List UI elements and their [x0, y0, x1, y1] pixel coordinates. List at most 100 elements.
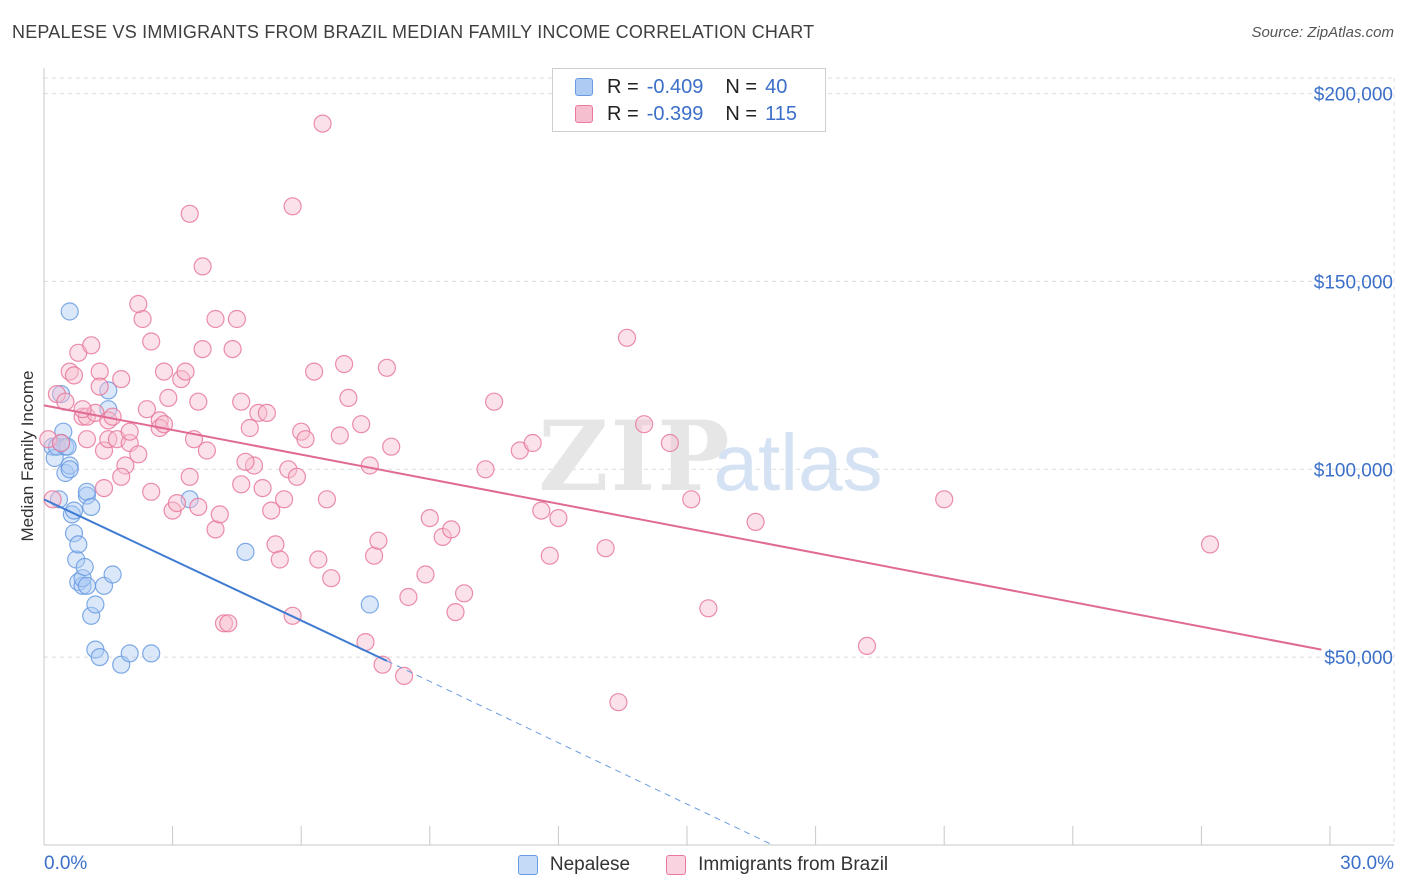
point-brazil — [232, 392, 251, 411]
point-brazil — [287, 467, 306, 486]
point-brazil — [94, 441, 114, 460]
watermark: ZIP atlas — [538, 400, 882, 513]
point-nepalese — [86, 595, 105, 614]
point-brazil — [236, 452, 255, 471]
point-brazil — [180, 204, 199, 223]
x-tick-label-max: 30.0% — [1340, 853, 1394, 874]
point-brazil — [77, 430, 97, 449]
point-brazil — [523, 433, 542, 453]
y-tick-label-50000: $50,000 — [1324, 648, 1393, 669]
point-brazil — [90, 377, 109, 396]
point-brazil — [485, 392, 504, 411]
point-brazil — [129, 294, 148, 314]
y-tick-label-150000: $150,000 — [1314, 272, 1393, 293]
point-brazil — [240, 418, 259, 438]
point-brazil — [330, 426, 349, 445]
point-brazil — [540, 546, 559, 565]
point-brazil — [116, 456, 135, 475]
legend-swatch-nepalese — [575, 78, 593, 96]
legend-key-nepalese — [517, 855, 538, 875]
x-tick-label-min: 0.0% — [44, 853, 87, 874]
point-nepalese — [77, 482, 97, 501]
point-brazil — [64, 366, 84, 385]
point-brazil — [420, 508, 439, 528]
point-brazil — [176, 362, 195, 381]
point-brazil — [609, 693, 628, 712]
point-brazil — [154, 362, 174, 381]
point-brazil — [335, 355, 354, 374]
data-points — [39, 114, 1220, 712]
legend-r-nepalese: -0.409 — [646, 75, 704, 98]
point-brazil — [82, 336, 101, 355]
point-nepalese — [90, 647, 109, 667]
point-brazil — [253, 479, 272, 498]
point-brazil — [112, 467, 131, 486]
point-brazil — [746, 512, 765, 532]
point-brazil — [227, 309, 246, 329]
point-brazil — [935, 490, 954, 509]
point-brazil — [262, 501, 281, 520]
point-brazil — [313, 114, 332, 133]
point-brazil — [305, 362, 324, 381]
y-tick-labels: $50,000 $100,000 $150,000 $200,000 — [1314, 85, 1393, 670]
chart-title: NEPALESE VS IMMIGRANTS FROM BRAZIL MEDIA… — [12, 22, 815, 42]
point-brazil — [1200, 535, 1220, 554]
point-brazil — [189, 392, 208, 411]
point-brazil — [266, 535, 285, 554]
legend-item-nepalese[interactable]: Nepalese — [517, 854, 630, 876]
point-brazil — [339, 388, 358, 407]
trend-lines — [43, 404, 1322, 846]
point-brazil — [296, 430, 315, 449]
watermark-zip: ZIP — [538, 400, 731, 513]
point-brazil — [159, 388, 178, 407]
point-nepalese — [69, 535, 88, 554]
point-brazil — [596, 539, 615, 558]
point-brazil — [377, 358, 396, 377]
legend-item-brazil[interactable]: Immigrants from Brazil — [666, 854, 888, 876]
point-brazil — [90, 362, 109, 381]
point-brazil — [142, 332, 161, 351]
point-brazil — [395, 666, 414, 686]
point-nepalese — [120, 644, 139, 663]
point-nepalese — [82, 497, 101, 516]
point-brazil — [206, 520, 225, 539]
source-credit: Source: ZipAtlas.com — [1251, 24, 1394, 41]
point-brazil — [206, 309, 225, 329]
point-nepalese — [236, 542, 255, 562]
series-legend: Nepalese Immigrants from Brazil — [0, 852, 1406, 878]
point-brazil — [133, 309, 152, 329]
point-brazil — [197, 441, 216, 460]
point-brazil — [446, 602, 465, 622]
point-nepalese — [60, 302, 79, 321]
point-brazil — [180, 467, 199, 486]
point-nepalese — [77, 486, 97, 505]
legend-swatch-brazil — [575, 105, 593, 123]
point-nepalese — [75, 557, 94, 577]
point-brazil — [416, 565, 435, 584]
point-brazil — [365, 546, 384, 565]
point-brazil — [455, 584, 474, 603]
point-brazil — [442, 520, 461, 539]
legend-r-brazil: -0.399 — [646, 102, 704, 125]
point-brazil — [129, 445, 148, 464]
point-brazil — [73, 400, 92, 419]
point-brazil — [193, 257, 212, 276]
point-brazil — [617, 328, 637, 347]
point-brazil — [142, 482, 161, 501]
point-brazil — [532, 501, 551, 520]
point-nepalese — [64, 524, 84, 543]
point-brazil — [193, 340, 212, 359]
point-brazil — [283, 197, 302, 216]
legend-n-nepalese: 40 — [765, 75, 788, 98]
point-brazil — [857, 636, 877, 656]
point-brazil — [94, 479, 114, 498]
trend-line-nepalese — [43, 498, 388, 662]
point-nepalese — [73, 576, 92, 595]
point-brazil — [210, 505, 229, 524]
legend-key-brazil — [666, 855, 687, 875]
point-brazil — [309, 550, 328, 569]
point-brazil — [219, 614, 238, 633]
legend-row-nepalese: R = -0.409 N = 40 — [575, 75, 787, 99]
trend-line-nepalese-extension — [386, 660, 773, 846]
